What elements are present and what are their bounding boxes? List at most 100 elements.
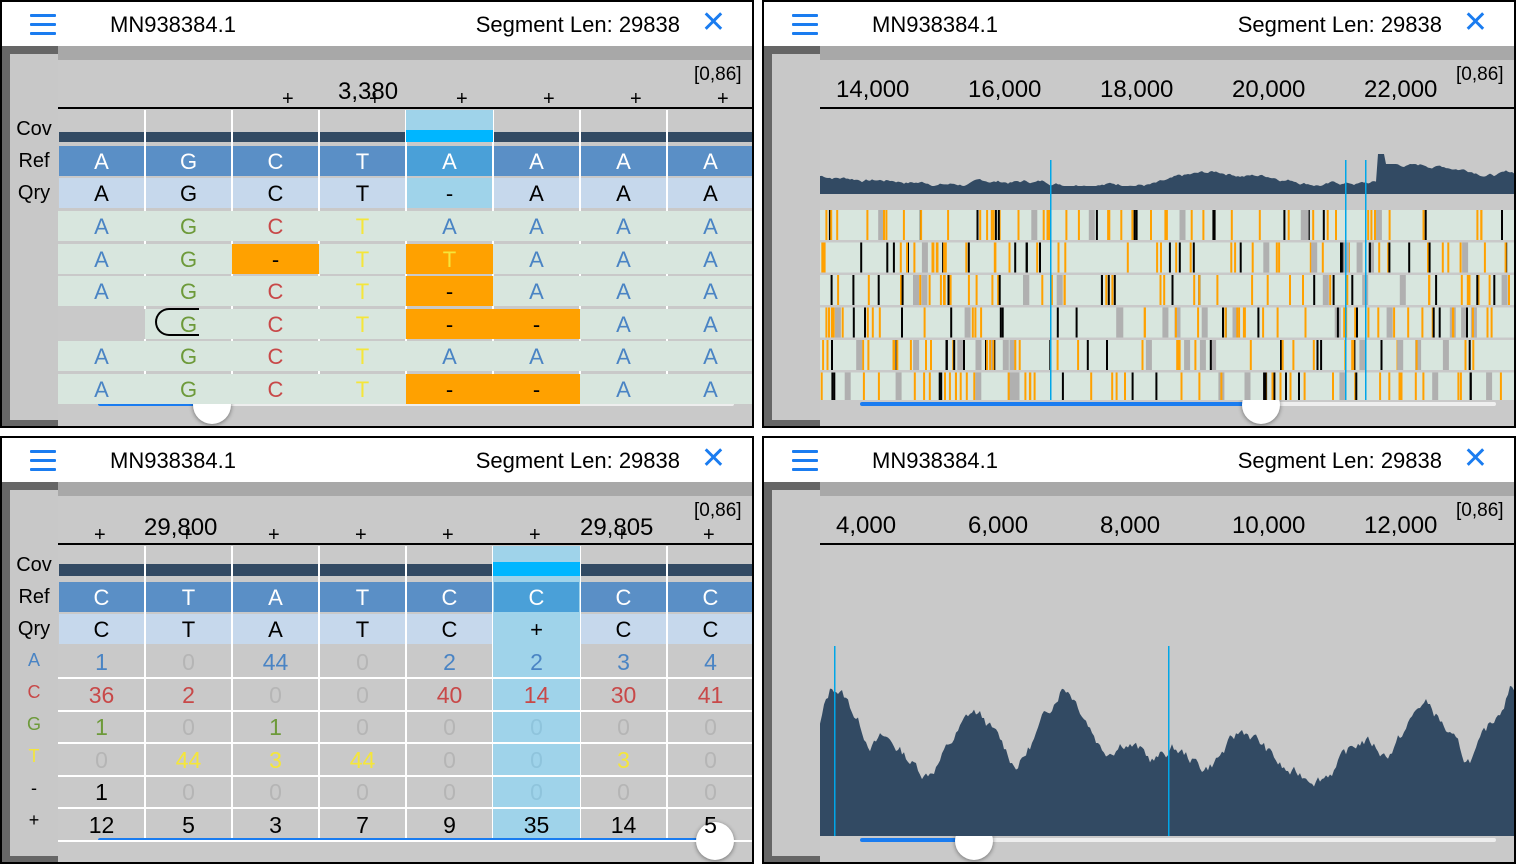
variant-mark [1469, 372, 1472, 400]
read-base: T [355, 376, 370, 402]
variant-mark [1168, 242, 1171, 273]
variant-mark [1422, 210, 1425, 240]
close-icon[interactable]: ✕ [700, 6, 726, 39]
sequence-title: MN938384.1 [110, 12, 236, 37]
position-label: 3,380 [338, 78, 399, 105]
variant-mark [1117, 307, 1124, 338]
variant-mark [1002, 340, 1009, 370]
side-frame [2, 46, 58, 426]
column-divider [231, 546, 233, 838]
read-base: A [442, 344, 457, 369]
query-base: - [407, 178, 492, 208]
variant-mark [1466, 275, 1469, 305]
variant-mark [1141, 340, 1144, 370]
variant-mark [1340, 242, 1342, 273]
variant-mark [1285, 372, 1287, 400]
variant-mark [1108, 210, 1111, 240]
variant-mark [1189, 242, 1192, 273]
ref-base: T [320, 582, 405, 612]
variant-mark [1266, 275, 1269, 305]
variant-mark [826, 340, 829, 370]
variant-mark [1432, 307, 1435, 338]
variant-mark [822, 242, 825, 273]
variant-mark [1400, 372, 1403, 400]
variant-mark [1302, 210, 1309, 240]
read-base: A [703, 246, 718, 272]
column-divider [144, 546, 146, 838]
coverage-bar [233, 132, 318, 142]
read-base: - [493, 373, 580, 404]
variant-mark [1234, 242, 1237, 273]
base-count: 7 [356, 811, 369, 838]
variant-mark [1017, 210, 1020, 240]
read-track [820, 275, 1514, 305]
cov-highlight-bar [493, 562, 580, 576]
zoom-slider-track[interactable] [860, 838, 1496, 842]
variant-mark [1354, 372, 1357, 400]
close-icon[interactable]: ✕ [1462, 6, 1488, 39]
read-base: C [267, 344, 284, 369]
read-row [58, 276, 752, 306]
menu-icon[interactable] [30, 450, 56, 472]
zoom-slider-track[interactable] [98, 402, 734, 406]
base-count: 0 [269, 681, 282, 708]
variant-mark [1377, 307, 1380, 338]
read-track [820, 210, 1514, 240]
variant-mark [1292, 340, 1295, 370]
variant-mark [1320, 340, 1323, 370]
variant-mark [844, 372, 851, 400]
variant-mark [886, 242, 889, 273]
close-icon[interactable]: ✕ [1462, 442, 1488, 475]
read-base [58, 308, 145, 339]
read-base: A [703, 279, 718, 304]
sequence-title: MN938384.1 [872, 448, 998, 473]
axis-tick-label: 18,000 [1100, 76, 1174, 103]
query-base: C [668, 614, 752, 644]
variant-mark [1145, 340, 1152, 370]
base-count: 0 [617, 779, 630, 805]
range-label: [0,86] [1456, 500, 1504, 521]
variant-mark [1105, 275, 1108, 305]
variant-mark [957, 340, 964, 370]
menu-icon[interactable] [30, 14, 56, 36]
coverage-and-reads-plot [820, 154, 1514, 400]
menu-icon[interactable] [792, 14, 818, 36]
menu-icon[interactable] [792, 450, 818, 472]
coverage-bar [668, 132, 752, 142]
variant-mark [928, 275, 931, 305]
segment-length: Segment Len: 29838 [1237, 448, 1442, 473]
marker-line [1168, 646, 1170, 836]
variant-mark [1461, 307, 1468, 338]
variant-mark [1326, 210, 1329, 240]
variant-mark [943, 242, 946, 273]
base-count: 0 [356, 649, 369, 675]
variant-mark [1014, 242, 1017, 273]
variant-mark [913, 242, 916, 273]
variant-mark [1386, 307, 1393, 338]
read-base: - [406, 308, 493, 339]
ref-base: T [146, 582, 231, 612]
ref-base: C [407, 582, 492, 612]
variant-mark [1273, 372, 1276, 400]
variant-mark [841, 307, 844, 338]
base-count: 0 [617, 714, 630, 740]
read-base: T [355, 311, 370, 337]
variant-mark [920, 210, 923, 240]
variant-mark [1007, 372, 1010, 400]
variant-mark [1111, 275, 1114, 305]
variant-mark [1322, 210, 1325, 240]
read-base: - [406, 373, 493, 404]
panel-header: MN938384.1 Segment Len: 29838 ✕ [2, 438, 752, 482]
variant-mark [967, 275, 970, 305]
variant-mark [1115, 372, 1118, 400]
base-count: 2 [182, 681, 195, 708]
coverage-bar [59, 564, 144, 576]
close-icon[interactable]: ✕ [700, 442, 726, 475]
coverage-bar [233, 564, 318, 576]
variant-mark [1354, 307, 1357, 338]
variant-mark [986, 210, 989, 240]
range-label: [0,86] [694, 64, 742, 85]
base-count: 0 [704, 746, 717, 773]
axis-tick-label: 12,000 [1364, 512, 1438, 539]
variant-mark [949, 275, 952, 305]
